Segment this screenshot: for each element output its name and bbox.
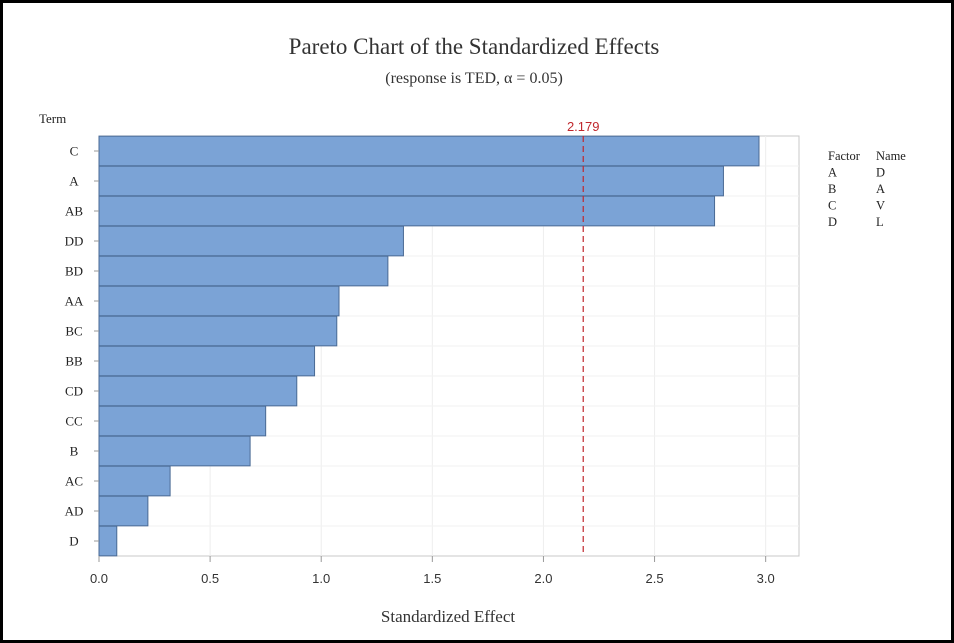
y-tick-labels: CA AB DD BD AA BC BB CD CC B AC AD D (65, 144, 99, 549)
y-tick-label: AC (65, 474, 83, 489)
x-tick-label: 3.0 (757, 571, 775, 586)
legend-name: L (876, 215, 884, 229)
bar-b (98, 435, 251, 467)
y-tick-label: CD (65, 384, 83, 399)
y-tick-label: DD (65, 234, 84, 249)
y-axis-label: Term (39, 111, 66, 126)
y-tick-label: BB (65, 354, 83, 369)
legend-header: Name (876, 149, 906, 163)
chart-title: Pareto Chart of the Standardized Effects (289, 34, 660, 59)
y-tick-label: D (69, 534, 78, 549)
x-axis-label: Standardized Effect (381, 607, 515, 626)
x-tick-label: 1.5 (423, 571, 441, 586)
y-tick-label: C (70, 144, 79, 159)
y-tick-label: B (70, 444, 79, 459)
bar-bc (98, 315, 338, 347)
bar-ad (98, 495, 149, 527)
legend-name: A (876, 182, 885, 196)
legend-header: Factor (828, 149, 861, 163)
legend-factor: D (828, 215, 837, 229)
y-tick-label: AA (65, 294, 84, 309)
legend-factor: B (828, 182, 836, 196)
y-tick-label: AD (65, 504, 84, 519)
legend-factor: A (828, 166, 837, 180)
x-ticks: 0.0 0.5 1.0 1.5 2.0 2.5 3.0 (90, 556, 775, 586)
chart-subtitle: (response is TED, α = 0.05) (385, 70, 563, 87)
y-tick-label: A (69, 174, 79, 189)
bar-d (98, 525, 118, 557)
x-tick-label: 0.5 (201, 571, 219, 586)
legend-factor: C (828, 199, 836, 213)
y-tick-label: CC (65, 414, 82, 429)
y-tick-label: AB (65, 204, 83, 219)
bar-aa (98, 285, 340, 317)
bar-a (98, 165, 724, 197)
x-tick-label: 1.0 (312, 571, 330, 586)
bar-ac (98, 465, 171, 497)
legend-name: V (876, 199, 885, 213)
reference-line-group: 2.179 (567, 119, 600, 556)
y-tick-label: BD (65, 264, 83, 279)
x-tick-label: 2.5 (646, 571, 664, 586)
bar-cd (98, 375, 298, 407)
x-tick-label: 0.0 (90, 571, 108, 586)
bar-bd (98, 255, 389, 287)
bar-dd (98, 225, 404, 257)
legend-name: D (876, 166, 885, 180)
bar-cc (98, 405, 267, 437)
bar-bb (98, 345, 316, 377)
bar-ab (98, 195, 716, 227)
y-tick-label: BC (65, 324, 82, 339)
bar-c (98, 135, 760, 167)
x-tick-label: 2.0 (534, 571, 552, 586)
reference-line-label: 2.179 (567, 119, 600, 134)
bars (98, 135, 760, 557)
